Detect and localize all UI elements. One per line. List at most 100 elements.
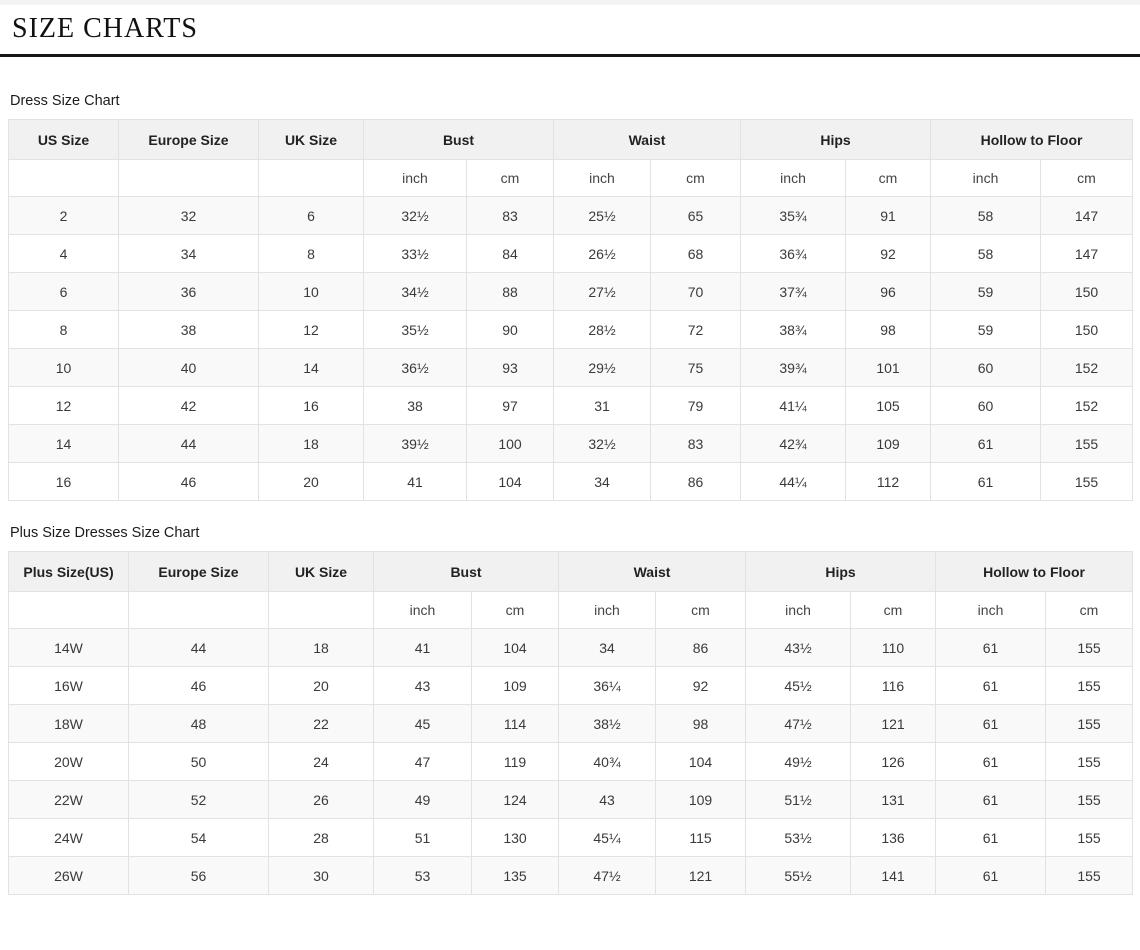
table-cell: 38½ bbox=[558, 704, 656, 743]
table-cell: 100 bbox=[466, 424, 554, 463]
table-cell: 155 bbox=[1045, 704, 1134, 743]
table-cell: 29½ bbox=[553, 348, 651, 387]
table-cell: 45 bbox=[373, 704, 472, 743]
table-row: 4 34 8 33½ 84 26½ 68 36¾ 92 58 147 bbox=[8, 234, 1134, 273]
unit-header: inch bbox=[935, 591, 1047, 629]
table-cell: 6 bbox=[258, 196, 364, 235]
unit-header: cm bbox=[471, 591, 559, 629]
table-cell: 49½ bbox=[745, 742, 852, 781]
table-cell: 152 bbox=[1040, 386, 1134, 425]
table-cell: 147 bbox=[1040, 234, 1134, 273]
column-header: UK Size bbox=[258, 119, 364, 160]
header-row: Plus Size(US) Europe Size UK Size Bust Waist… bbox=[8, 551, 1134, 592]
page-header: SIZE CHARTS bbox=[0, 5, 1140, 57]
table-cell: 61 bbox=[935, 666, 1047, 705]
table-cell: 61 bbox=[930, 462, 1042, 501]
dress-size-table: US Size Europe Size UK Size Bust Waist Hips Ho… bbox=[8, 119, 1134, 501]
table-cell: 61 bbox=[935, 628, 1047, 667]
unit-header-empty bbox=[258, 159, 364, 197]
table-cell: 46 bbox=[128, 666, 269, 705]
table-cell: 18W bbox=[8, 704, 129, 743]
table-cell: 101 bbox=[845, 348, 932, 387]
table-cell: 2 bbox=[8, 196, 119, 235]
table-cell: 32 bbox=[118, 196, 259, 235]
plus-size-chart-section: Plus Size Dresses Size Chart Plus Size(U… bbox=[0, 525, 1140, 895]
table-cell: 56 bbox=[128, 856, 269, 895]
table-cell: 79 bbox=[649, 386, 742, 425]
table-cell: 14 bbox=[258, 348, 364, 387]
table-cell: 58 bbox=[930, 196, 1042, 235]
table-cell: 43 bbox=[558, 780, 656, 819]
table-cell: 155 bbox=[1045, 666, 1134, 705]
table-cell: 114 bbox=[471, 704, 559, 743]
table-cell: 39½ bbox=[363, 424, 467, 463]
table-cell: 43½ bbox=[745, 628, 852, 667]
table-cell: 8 bbox=[8, 310, 119, 349]
table-cell: 68 bbox=[649, 234, 742, 273]
plus-size-table: Plus Size(US) Europe Size UK Size Bust Waist… bbox=[8, 551, 1134, 895]
column-header: US Size bbox=[8, 119, 119, 160]
table-cell: 59 bbox=[930, 272, 1042, 311]
table-cell: 42 bbox=[118, 386, 259, 425]
table-cell: 91 bbox=[845, 196, 932, 235]
table-cell: 92 bbox=[845, 234, 932, 273]
table-cell: 4 bbox=[8, 234, 119, 273]
unit-header-empty bbox=[8, 159, 119, 197]
table-cell: 155 bbox=[1045, 628, 1134, 667]
table-cell: 30 bbox=[268, 856, 374, 895]
table-cell: 61 bbox=[935, 856, 1047, 895]
dress-size-chart-section: Dress Size Chart US Size Europe Size UK Si… bbox=[0, 93, 1140, 501]
page-title: SIZE CHARTS bbox=[12, 13, 198, 44]
unit-header: inch bbox=[373, 591, 472, 629]
table-cell: 88 bbox=[466, 272, 554, 311]
table-cell: 28 bbox=[268, 818, 374, 857]
table-cell: 135 bbox=[471, 856, 559, 895]
table-cell: 26 bbox=[268, 780, 374, 819]
unit-header: inch bbox=[363, 159, 467, 197]
column-header: Bust bbox=[373, 551, 559, 592]
table-cell: 124 bbox=[471, 780, 559, 819]
table-cell: 36½ bbox=[363, 348, 467, 387]
table-cell: 60 bbox=[930, 386, 1042, 425]
table-cell: 150 bbox=[1040, 310, 1134, 349]
table-cell: 90 bbox=[466, 310, 554, 349]
table-cell: 12 bbox=[8, 386, 119, 425]
table-cell: 155 bbox=[1045, 818, 1134, 857]
table-cell: 37¾ bbox=[740, 272, 847, 311]
table-cell: 47 bbox=[373, 742, 472, 781]
table-cell: 34 bbox=[118, 234, 259, 273]
table-cell: 136 bbox=[850, 818, 937, 857]
column-header: Hollow to Floor bbox=[930, 119, 1134, 160]
table-cell: 70 bbox=[649, 272, 742, 311]
table-row: 22W 52 26 49 124 43 109 51½ 131 61 155 bbox=[8, 780, 1134, 819]
table-cell: 55½ bbox=[745, 856, 852, 895]
table-cell: 115 bbox=[654, 818, 747, 857]
table-cell: 43 bbox=[373, 666, 472, 705]
table-cell: 22 bbox=[268, 704, 374, 743]
column-header: Hips bbox=[745, 551, 937, 592]
table-cell: 121 bbox=[850, 704, 937, 743]
table-row: 2 32 6 32½ 83 25½ 65 35¾ 91 58 147 bbox=[8, 196, 1134, 235]
table-cell: 24 bbox=[268, 742, 374, 781]
table-cell: 35¾ bbox=[740, 196, 847, 235]
table-row: 18W 48 22 45 114 38½ 98 47½ 121 61 155 bbox=[8, 704, 1134, 743]
table-cell: 44 bbox=[118, 424, 259, 463]
table-cell: 110 bbox=[850, 628, 937, 667]
table-cell: 61 bbox=[935, 818, 1047, 857]
table-cell: 32½ bbox=[363, 196, 467, 235]
table-cell: 155 bbox=[1045, 780, 1134, 819]
unit-header: cm bbox=[850, 591, 937, 629]
table-cell: 16W bbox=[8, 666, 129, 705]
table-cell: 61 bbox=[935, 742, 1047, 781]
column-header: Bust bbox=[363, 119, 554, 160]
table-cell: 48 bbox=[128, 704, 269, 743]
table-cell: 155 bbox=[1040, 462, 1134, 501]
table-cell: 155 bbox=[1045, 856, 1134, 895]
unit-header-empty bbox=[8, 591, 129, 629]
unit-header-empty bbox=[118, 159, 259, 197]
table-cell: 6 bbox=[8, 272, 119, 311]
table-cell: 105 bbox=[845, 386, 932, 425]
table-cell: 18 bbox=[258, 424, 364, 463]
table-cell: 59 bbox=[930, 310, 1042, 349]
table-cell: 61 bbox=[935, 704, 1047, 743]
